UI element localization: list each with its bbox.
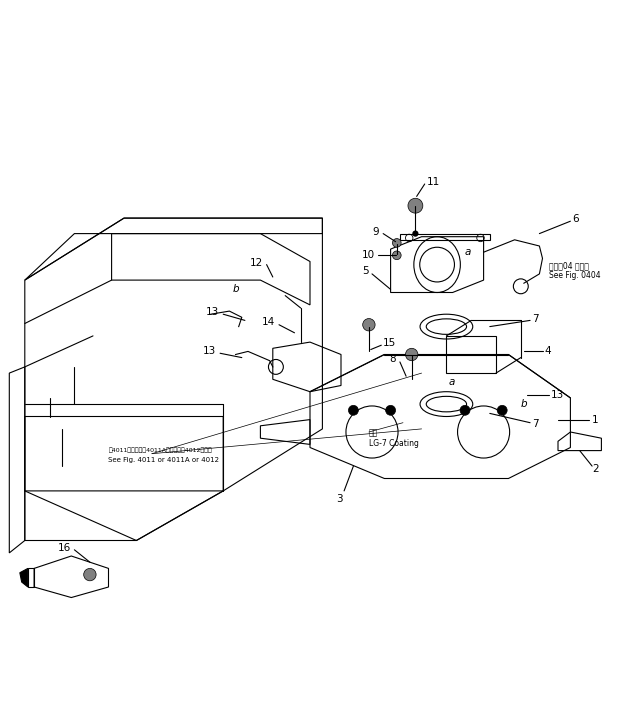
Circle shape xyxy=(84,569,96,581)
Text: b: b xyxy=(232,284,239,294)
Circle shape xyxy=(497,406,507,415)
Circle shape xyxy=(363,318,375,331)
Circle shape xyxy=(412,230,418,237)
Circle shape xyxy=(348,406,358,415)
Text: 第ｲﾄ04 参考用
See Fig. 0404: 第ｲﾄ04 参考用 See Fig. 0404 xyxy=(549,261,600,281)
Text: 2: 2 xyxy=(592,464,599,474)
Text: b: b xyxy=(521,399,527,409)
Text: 8: 8 xyxy=(389,354,396,364)
Text: 6: 6 xyxy=(572,214,579,224)
Circle shape xyxy=(460,406,470,415)
Circle shape xyxy=(386,406,396,415)
Text: a: a xyxy=(448,377,454,387)
Text: See Fig. 4011 or 4011A or 4012: See Fig. 4011 or 4011A or 4012 xyxy=(108,457,219,463)
Text: 16: 16 xyxy=(58,543,71,553)
Text: 7: 7 xyxy=(532,419,539,429)
Text: 11: 11 xyxy=(427,177,440,187)
Text: 9: 9 xyxy=(373,227,379,237)
Text: 5: 5 xyxy=(362,266,369,276)
Text: 10: 10 xyxy=(361,250,374,260)
Text: a: a xyxy=(465,247,471,257)
Text: 3: 3 xyxy=(337,494,343,504)
Circle shape xyxy=(392,251,401,259)
Text: 14: 14 xyxy=(262,317,275,328)
Text: 4: 4 xyxy=(544,347,551,357)
Text: 13: 13 xyxy=(206,307,219,318)
Text: 12: 12 xyxy=(250,258,263,268)
Polygon shape xyxy=(20,569,28,587)
Circle shape xyxy=(392,238,401,247)
Text: 13: 13 xyxy=(203,347,216,357)
Circle shape xyxy=(408,199,423,213)
Text: 塗布
LG-7 Coating: 塗布 LG-7 Coating xyxy=(369,428,418,448)
Circle shape xyxy=(405,348,418,361)
Text: 13: 13 xyxy=(551,390,564,400)
Text: 1: 1 xyxy=(592,415,599,425)
Text: 15: 15 xyxy=(383,338,396,348)
Text: 第4011図または第4011A図または第4012図参照: 第4011図または第4011A図または第4012図参照 xyxy=(108,448,212,453)
Text: 7: 7 xyxy=(532,313,539,323)
